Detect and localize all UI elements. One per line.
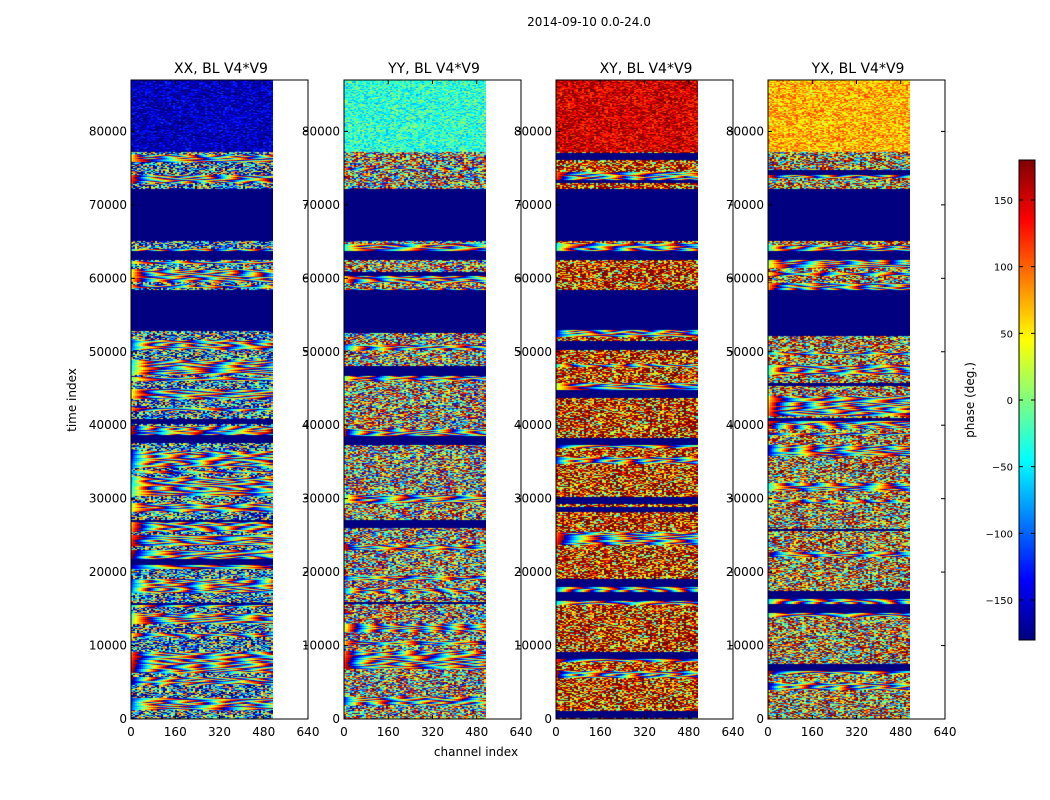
panel-1-ytick-label-0: 0 (332, 712, 340, 726)
panel-0-ytick-label-8: 80000 (89, 124, 127, 138)
panel-0-ytick-label-2: 20000 (89, 565, 127, 579)
panel-3-ytick-label-7: 70000 (726, 198, 764, 212)
panel-3-xtick-label-0: 0 (764, 725, 772, 739)
panel-0-ytick-label-7: 70000 (89, 198, 127, 212)
panel-0-xtick-label-3: 480 (252, 725, 275, 739)
panel-2-heatmap (556, 80, 698, 719)
colorbar-tick-label-4: 50 (1000, 329, 1013, 340)
panel-3-ytick-label-2: 20000 (726, 565, 764, 579)
panel-1-ytick-label-6: 60000 (302, 271, 340, 285)
colorbar-tick-label-3: 0 (1007, 396, 1013, 407)
panel-1-ytick-label-3: 30000 (302, 492, 340, 506)
panel-1-ytick-label-2: 20000 (302, 565, 340, 579)
panel-2-title: XY, BL V4*V9 (600, 61, 693, 77)
panel-3-xtick-label-2: 320 (845, 725, 868, 739)
panel-2-xtick-label-2: 320 (633, 725, 656, 739)
panel-2-xtick-label-4: 640 (722, 725, 745, 739)
colorbar-tick-label-2: −50 (992, 463, 1013, 474)
panel-2-ytick-label-4: 40000 (514, 418, 552, 432)
panel-0-ytick-label-5: 50000 (89, 345, 127, 359)
panel-3: YX, BL V4*V9 0 160 320 480 640 0 10000 20000 3000… (726, 61, 957, 739)
panel-1-ytick-label-1: 10000 (302, 639, 340, 653)
panel-1-xtick-label-3: 480 (465, 725, 488, 739)
panel-2-xtick-label-1: 160 (589, 725, 612, 739)
panel-0-ytick-label-0: 0 (119, 712, 127, 726)
colorbar-tick-label-0: −150 (986, 596, 1013, 607)
panel-3-ytick-label-3: 30000 (726, 492, 764, 506)
panel-0-title: XX, BL V4*V9 (174, 61, 268, 77)
panel-2-xtick-label-0: 0 (552, 725, 560, 739)
panel-2-ytick-label-7: 70000 (514, 198, 552, 212)
panel-1-ytick-label-4: 40000 (302, 418, 340, 432)
panel-1-xtick-label-1: 160 (377, 725, 400, 739)
panel-1-xtick-label-2: 320 (421, 725, 444, 739)
panel-2-ytick-label-1: 10000 (514, 639, 552, 653)
x-axis-label: channel index (434, 745, 518, 759)
panel-3-title: YX, BL V4*V9 (811, 61, 905, 77)
panel-3-ytick-label-6: 60000 (726, 271, 764, 285)
panel-3-heatmap (768, 80, 910, 719)
panel-2-ytick-label-8: 80000 (514, 124, 552, 138)
panels: XX, BL V4*V9 0 160 320 480 640 0 10000 20000 3000… (89, 61, 957, 739)
panel-1-ytick-label-5: 50000 (302, 345, 340, 359)
figure-suptitle: 2014-09-10 0.0-24.0 (527, 15, 651, 29)
panel-0-xtick-label-2: 320 (208, 725, 231, 739)
colorbar-label: phase (deg.) (963, 362, 977, 438)
panel-0-xtick-label-4: 640 (297, 725, 320, 739)
panel-1-ytick-label-8: 80000 (302, 124, 340, 138)
panel-3-xtick-label-1: 160 (801, 725, 824, 739)
panel-0-ytick-label-1: 10000 (89, 639, 127, 653)
panel-0-ytick-label-4: 40000 (89, 418, 127, 432)
panel-1-xtick-label-4: 640 (510, 725, 533, 739)
colorbar: phase (deg.) −150 −100 −50 0 50 100 150 (963, 159, 1036, 641)
panel-3-xtick-label-4: 640 (934, 725, 957, 739)
panel-1: YY, BL V4*V9 0 160 320 480 640 0 10000 20000 3000… (302, 61, 533, 739)
panel-3-xtick-label-3: 480 (889, 725, 912, 739)
panel-0-ytick-label-6: 60000 (89, 271, 127, 285)
panel-0-xtick-label-0: 0 (127, 725, 135, 739)
panel-2-ytick-label-2: 20000 (514, 565, 552, 579)
colorbar-tick-label-5: 100 (994, 263, 1013, 274)
panel-1-xtick-label-0: 0 (340, 725, 348, 739)
colorbar-tick-label-6: 150 (994, 196, 1013, 207)
panel-2-ytick-label-6: 60000 (514, 271, 552, 285)
panel-3-ytick-label-0: 0 (756, 712, 764, 726)
panel-1-ytick-label-7: 70000 (302, 198, 340, 212)
panel-2-ytick-label-5: 50000 (514, 345, 552, 359)
panel-0-ytick-label-3: 30000 (89, 492, 127, 506)
panel-0-xtick-label-1: 160 (164, 725, 187, 739)
panel-2-xtick-label-3: 480 (677, 725, 700, 739)
panel-0-heatmap (131, 80, 273, 719)
panel-2-ytick-label-0: 0 (544, 712, 552, 726)
panel-3-ytick-label-8: 80000 (726, 124, 764, 138)
panel-2-ytick-label-3: 30000 (514, 492, 552, 506)
y-axis-label: time index (65, 368, 79, 432)
colorbar-tick-label-1: −100 (986, 529, 1013, 540)
panel-3-ytick-label-4: 40000 (726, 418, 764, 432)
panel-0: XX, BL V4*V9 0 160 320 480 640 0 10000 20000 3000… (89, 61, 320, 739)
panel-1-heatmap (344, 80, 486, 719)
panel-2: XY, BL V4*V9 0 160 320 480 640 0 10000 20000 3000… (514, 61, 745, 739)
panel-1-title: YY, BL V4*V9 (387, 61, 480, 77)
panel-3-ytick-label-5: 50000 (726, 345, 764, 359)
panel-3-ytick-label-1: 10000 (726, 639, 764, 653)
